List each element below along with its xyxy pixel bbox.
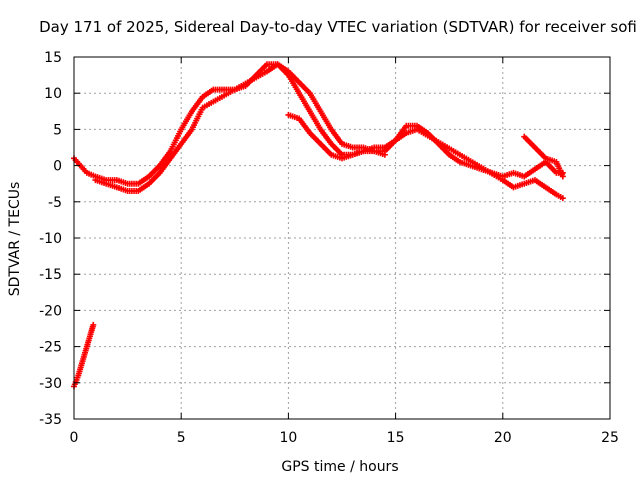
y-tick-label: 10 xyxy=(44,86,62,102)
x-tick-label: 5 xyxy=(177,430,186,446)
y-tick-label: -5 xyxy=(48,195,62,211)
x-tick-label: 15 xyxy=(387,430,405,446)
y-tick-label: 0 xyxy=(53,159,62,175)
x-tick-label: 25 xyxy=(601,430,619,446)
y-tick-label: 5 xyxy=(53,122,62,138)
axis-ticks: 0 5 10 15 20 25 -35 -30 -25 -20 -15 -10 -5 0 5 10 15 xyxy=(39,50,619,446)
chart-title: Day 171 of 2025, Sidereal Day-to-day VTE… xyxy=(39,18,637,36)
y-axis-label: SDTVAR / TECUs xyxy=(7,182,23,297)
x-tick-label: 20 xyxy=(494,430,512,446)
x-tick-label: 10 xyxy=(279,430,297,446)
y-tick-label: -15 xyxy=(39,267,62,283)
data-point xyxy=(90,321,97,328)
x-axis-label: GPS time / hours xyxy=(281,459,398,475)
y-tick-label: -10 xyxy=(39,231,62,247)
y-tick-label: 15 xyxy=(44,50,62,66)
x-tick-label: 0 xyxy=(70,430,79,446)
y-tick-label: -35 xyxy=(39,412,62,428)
y-tick-label: -20 xyxy=(39,303,62,319)
data-point xyxy=(381,151,388,158)
data-points xyxy=(71,61,566,390)
data-point xyxy=(559,195,566,202)
y-tick-label: -30 xyxy=(39,376,62,392)
data-point xyxy=(559,173,566,180)
grid-lines xyxy=(74,57,610,419)
y-tick-label: -25 xyxy=(39,340,62,356)
